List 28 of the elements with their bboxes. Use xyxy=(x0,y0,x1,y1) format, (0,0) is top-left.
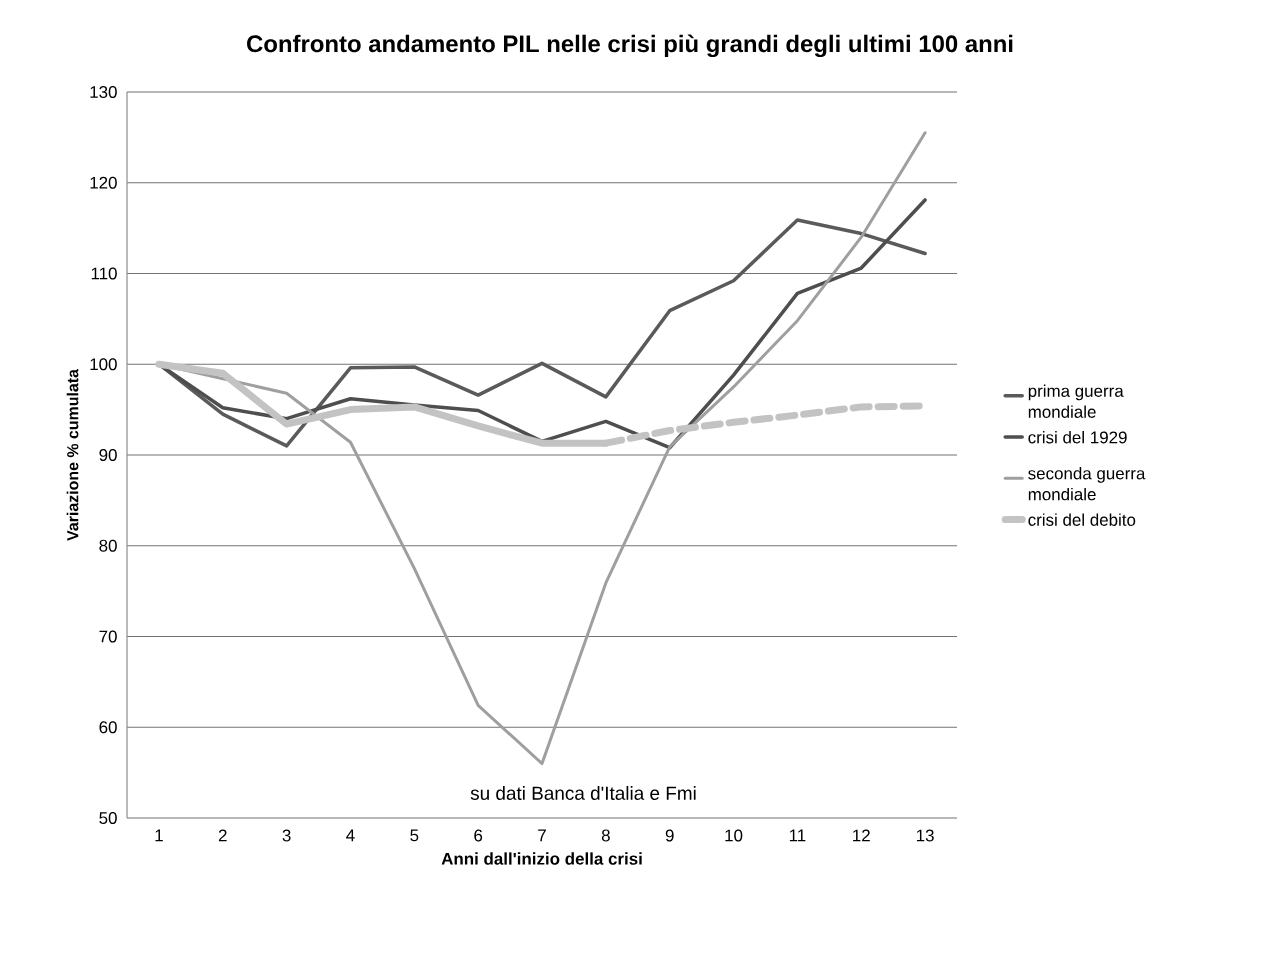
y-axis-title: Variazione % cumulata xyxy=(66,368,79,541)
annotation: su dati Banca d'Italia e Fmi xyxy=(470,786,696,800)
x-tick-label: 4 xyxy=(346,829,355,842)
x-tick-label: 3 xyxy=(282,829,291,842)
y-tick-label: 100 xyxy=(90,358,117,371)
legend-label: crisi del 1929 xyxy=(1028,430,1127,444)
x-tick-label: 1 xyxy=(155,829,163,842)
x-tick-label: 7 xyxy=(538,829,546,842)
y-tick-label: 120 xyxy=(90,176,117,189)
y-tick-label: 90 xyxy=(99,448,117,461)
x-tick-label: 2 xyxy=(218,829,227,842)
x-tick-label: 8 xyxy=(601,829,610,842)
x-tick-label: 6 xyxy=(474,829,483,842)
x-tick-label: 11 xyxy=(789,829,806,842)
y-tick-label: 110 xyxy=(91,267,117,280)
y-tick-label: 130 xyxy=(90,85,117,98)
legend-label: crisi del debito xyxy=(1028,513,1136,526)
x-tick-label: 10 xyxy=(725,829,743,842)
x-axis-title: Anni dall'inizio della crisi xyxy=(441,852,642,865)
x-tick-label: 13 xyxy=(916,829,934,842)
y-tick-label: 50 xyxy=(99,811,117,824)
y-tick-label: 70 xyxy=(99,630,117,643)
x-tick-label: 12 xyxy=(853,829,870,842)
y-tick-label: 80 xyxy=(99,539,117,552)
x-tick-label: 9 xyxy=(665,829,674,842)
x-tick-label: 5 xyxy=(410,829,419,842)
chart-title: Confronto andamento PIL nelle crisi più grandi degli ultimi 100 anni xyxy=(247,34,1013,58)
y-tick-label: 60 xyxy=(99,721,117,734)
